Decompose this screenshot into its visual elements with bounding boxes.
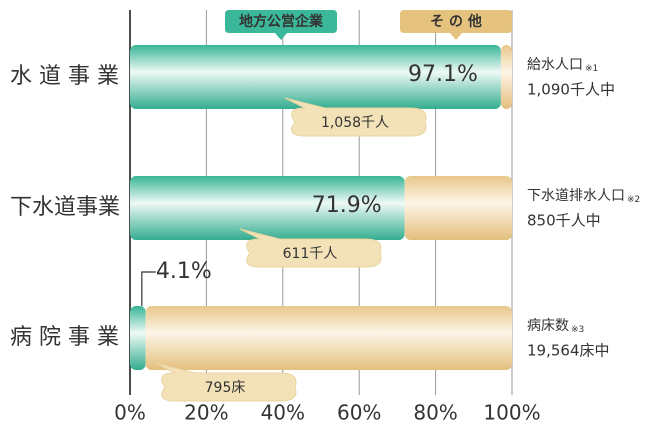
callout-label: 795床: [205, 380, 246, 396]
note-ref: ※2: [627, 195, 640, 205]
note-ref: ※3: [571, 325, 584, 335]
value-label: 4.1%: [156, 259, 212, 284]
bar-segment: [145, 306, 513, 370]
note-label: 病床数: [527, 318, 569, 334]
x-tick-label: 80%: [413, 401, 457, 425]
value-label: 71.9%: [312, 193, 382, 218]
category-label: 病 院 事 業: [10, 325, 119, 350]
note-ref: ※1: [585, 64, 598, 74]
x-tick-label: 20%: [184, 401, 228, 425]
x-tick-label: 100%: [483, 401, 540, 425]
legend-label: そ の 他: [430, 13, 482, 30]
value-label: 97.1%: [408, 62, 478, 87]
legend-swatch: [225, 10, 337, 40]
side-total: 1,090千人中: [527, 81, 615, 99]
side-note: 病床数 ※3: [527, 318, 584, 335]
category-label: 水 道 事 業: [10, 64, 119, 89]
side-note: 給水人口 ※1: [527, 57, 598, 74]
legend-swatch: [400, 10, 512, 40]
callout-bubble: [154, 362, 297, 402]
bar-segment: [130, 176, 405, 240]
category-label: 下水道事業: [10, 195, 120, 220]
x-tick-label: 60%: [337, 401, 381, 425]
callout-bubble: [284, 97, 427, 137]
note-label: 給水人口: [527, 57, 583, 73]
bar-segment: [130, 45, 501, 109]
side-note: 下水道排水人口 ※2: [527, 188, 640, 205]
note-label: 下水道排水人口: [527, 188, 625, 204]
side-total: 850千人中: [527, 212, 601, 230]
side-total: 19,564床中: [527, 342, 610, 360]
callout-label: 611千人: [283, 246, 338, 262]
bar-segment: [130, 306, 146, 370]
bar-segment: [500, 45, 512, 109]
x-tick-label: 0%: [114, 401, 146, 425]
legend-label: 地方公営企業: [239, 13, 324, 30]
leader-line: [141, 271, 156, 306]
bar-segment: [404, 176, 512, 240]
callout-bubble: [239, 228, 382, 268]
x-tick-label: 40%: [261, 401, 305, 425]
callout-label: 1,058千人: [321, 115, 389, 131]
